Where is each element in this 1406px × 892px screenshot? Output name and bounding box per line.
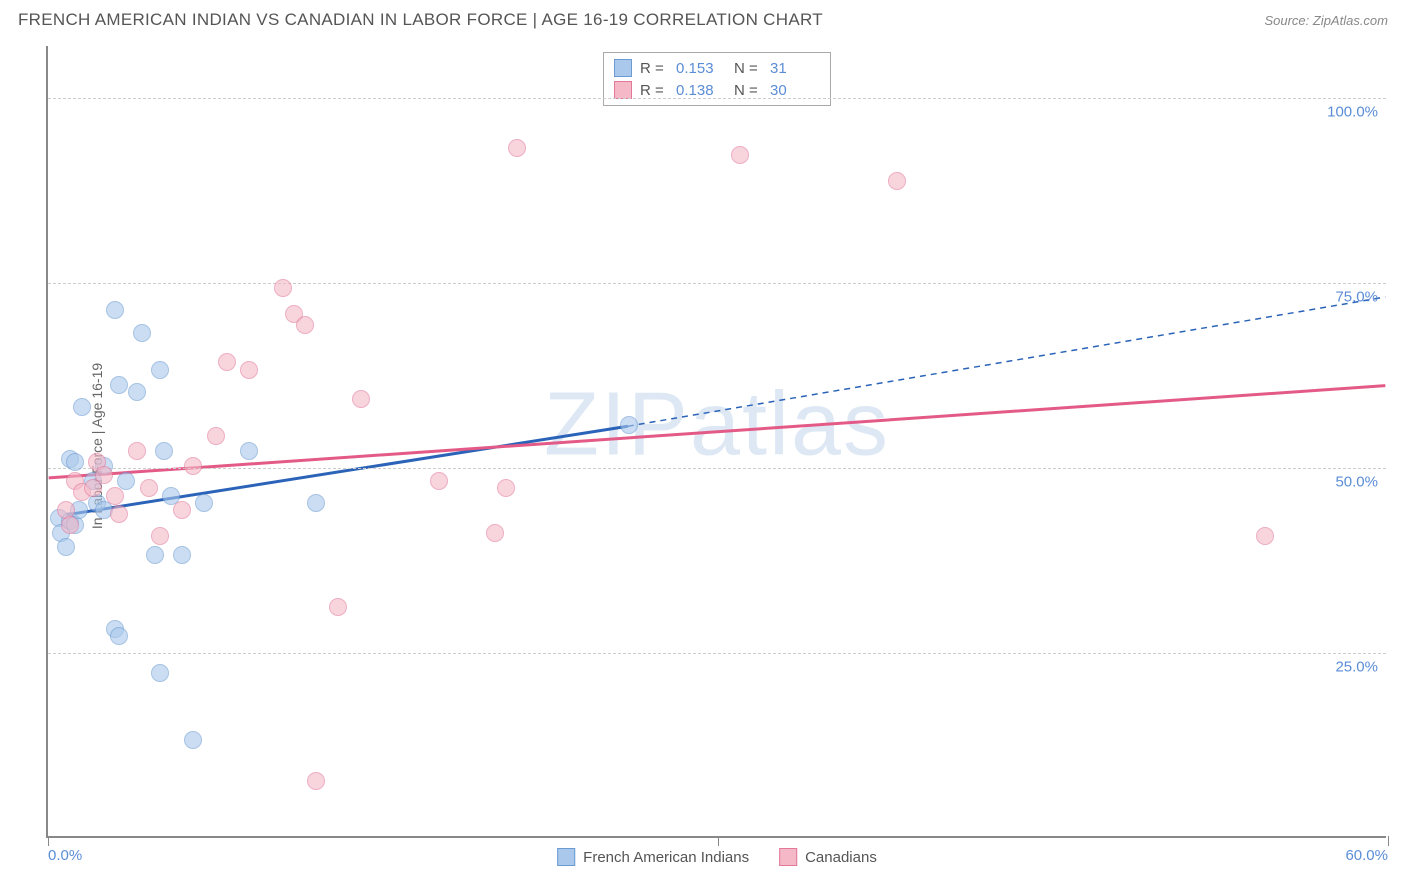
scatter-chart: ZIPatlas R =0.153N =31R =0.138N =30 Fren… xyxy=(46,46,1386,838)
data-point xyxy=(106,487,124,505)
source-label: Source: xyxy=(1264,13,1312,28)
data-point xyxy=(61,516,79,534)
data-point xyxy=(274,279,292,297)
data-point xyxy=(888,172,906,190)
data-point xyxy=(110,627,128,645)
data-point xyxy=(106,301,124,319)
gridline xyxy=(48,653,1386,654)
data-point xyxy=(218,353,236,371)
data-point xyxy=(195,494,213,512)
trend-line-extrapolated xyxy=(628,297,1385,426)
data-point xyxy=(731,146,749,164)
data-point xyxy=(240,361,258,379)
x-tick-label: 0.0% xyxy=(48,847,82,864)
trend-line xyxy=(49,386,1386,478)
x-tick xyxy=(1388,836,1389,846)
data-point xyxy=(133,324,151,342)
trend-lines xyxy=(48,46,1386,836)
source-attribution: Source: ZipAtlas.com xyxy=(1264,13,1388,28)
x-tick xyxy=(718,836,719,846)
data-point xyxy=(430,472,448,490)
y-tick-label: 75.0% xyxy=(1335,288,1378,305)
gridline xyxy=(48,98,1386,99)
x-tick-label: 60.0% xyxy=(1345,847,1388,864)
data-point xyxy=(307,772,325,790)
data-point xyxy=(497,479,515,497)
n-label: N = xyxy=(734,60,762,77)
data-point xyxy=(329,598,347,616)
source-name: ZipAtlas.com xyxy=(1313,13,1388,28)
legend-row: R = 0.153 N = 31 xyxy=(614,57,820,79)
gridline xyxy=(48,468,1386,469)
legend-label: Canadians xyxy=(805,849,877,866)
x-tick xyxy=(48,836,49,846)
n-label: N = xyxy=(734,82,762,99)
data-point xyxy=(184,731,202,749)
data-point xyxy=(173,546,191,564)
n-value: 30 xyxy=(770,82,820,99)
legend-swatch xyxy=(779,848,797,866)
legend-swatch xyxy=(614,81,632,99)
data-point xyxy=(486,524,504,542)
r-label: R = xyxy=(640,82,668,99)
data-point xyxy=(128,383,146,401)
data-point xyxy=(95,466,113,484)
y-tick-label: 50.0% xyxy=(1335,473,1378,490)
legend-swatch xyxy=(614,59,632,77)
data-point xyxy=(140,479,158,497)
data-point xyxy=(184,457,202,475)
n-value: 31 xyxy=(770,60,820,77)
data-point xyxy=(146,546,164,564)
chart-title: FRENCH AMERICAN INDIAN VS CANADIAN IN LA… xyxy=(18,10,823,30)
data-point xyxy=(240,442,258,460)
data-point xyxy=(296,316,314,334)
data-point xyxy=(307,494,325,512)
data-point xyxy=(151,361,169,379)
data-point xyxy=(207,427,225,445)
data-point xyxy=(508,139,526,157)
y-tick-label: 100.0% xyxy=(1327,103,1378,120)
data-point xyxy=(352,390,370,408)
r-label: R = xyxy=(640,60,668,77)
gridline xyxy=(48,283,1386,284)
data-point xyxy=(110,376,128,394)
data-point xyxy=(1256,527,1274,545)
data-point xyxy=(110,505,128,523)
data-point xyxy=(173,501,191,519)
legend-label: French American Indians xyxy=(583,849,749,866)
series-legend: French American Indians Canadians xyxy=(557,848,877,866)
data-point xyxy=(128,442,146,460)
legend-item: Canadians xyxy=(779,848,877,866)
r-value: 0.138 xyxy=(676,82,726,99)
data-point xyxy=(57,538,75,556)
data-point xyxy=(155,442,173,460)
y-tick-label: 25.0% xyxy=(1335,658,1378,675)
legend-item: French American Indians xyxy=(557,848,749,866)
data-point xyxy=(620,416,638,434)
data-point xyxy=(73,398,91,416)
data-point xyxy=(151,527,169,545)
r-value: 0.153 xyxy=(676,60,726,77)
data-point xyxy=(151,664,169,682)
legend-swatch xyxy=(557,848,575,866)
data-point xyxy=(66,453,84,471)
